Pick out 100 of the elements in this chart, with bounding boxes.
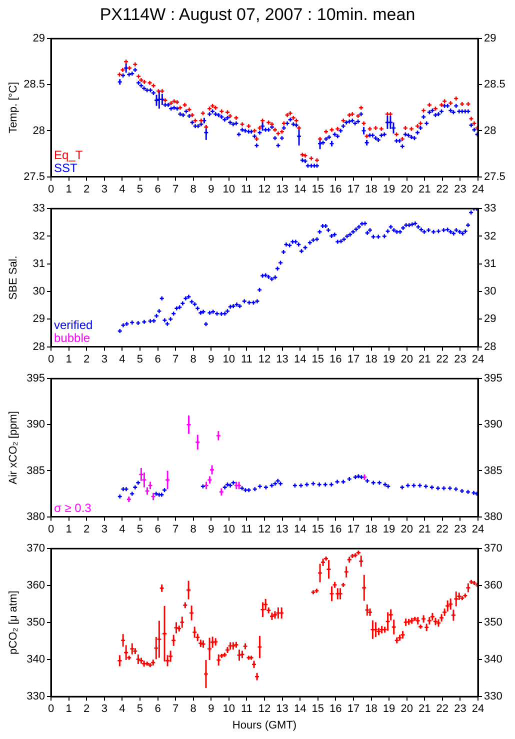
x-tick-label: 23 xyxy=(454,523,466,536)
x-tick-label: 10 xyxy=(222,183,236,196)
x-tick-label: 4 xyxy=(119,523,126,536)
x-tick-label: 0 xyxy=(48,353,54,366)
x-tick-label: 6 xyxy=(154,703,161,716)
x-tick-label: 12 xyxy=(258,703,271,716)
text: verified xyxy=(54,318,93,332)
x-tick-label: 20 xyxy=(400,523,413,536)
x-tick-label: 21 xyxy=(418,183,431,196)
x-tick-label: 23 xyxy=(454,703,466,716)
y2-tick-label: 28.5 xyxy=(484,78,506,91)
x-tick-label: 17 xyxy=(347,353,360,366)
y2-tick-label: 28 xyxy=(484,124,496,137)
x-tick-label: 9 xyxy=(208,523,214,536)
text: σ ≥ 0.3 xyxy=(54,500,92,515)
x-tick-label: 5 xyxy=(136,703,144,716)
x-tick-label: 12 xyxy=(258,523,271,536)
x-tick-label: 11 xyxy=(240,703,252,716)
x-tick-label: 22 xyxy=(436,183,449,196)
x-tick-label: 3 xyxy=(101,703,108,716)
x-tick-label: 17 xyxy=(347,183,360,196)
x-tick-label: 1 xyxy=(66,353,72,366)
text: Eq_T xyxy=(54,148,84,162)
x-tick-label: 8 xyxy=(190,353,196,366)
y2-tick-label: 330 xyxy=(484,690,502,703)
y-tick-label: 395 xyxy=(26,372,45,385)
x-tick-label: 8 xyxy=(190,523,196,536)
x-tick-label: 24 xyxy=(472,183,484,196)
x-tick-label: 20 xyxy=(400,183,413,196)
y-tick-label: 28.5 xyxy=(24,78,45,91)
x-tick-label: 23 xyxy=(454,183,466,196)
x-tick-label: 9 xyxy=(208,183,214,196)
y-tick-label: 350 xyxy=(26,616,45,629)
y-tick-label: 29 xyxy=(32,32,45,45)
y2-tick-label: 360 xyxy=(484,580,502,592)
x-tick-label: 0 xyxy=(48,523,54,536)
x-tick-label: 1 xyxy=(66,703,72,716)
x-tick-label: 14 xyxy=(294,703,306,716)
x-tick-label: 10 xyxy=(222,523,236,536)
x-tick-label: 17 xyxy=(347,523,360,536)
y2-tick-label: 395 xyxy=(484,372,502,385)
x-tick-label: 10 xyxy=(222,353,236,366)
y2-tick-label: 28 xyxy=(484,340,496,353)
x-tick-label: 11 xyxy=(240,353,252,366)
x-tick-label: 11 xyxy=(240,523,252,536)
x-tick-label: 19 xyxy=(382,353,396,366)
y2-tick-label: 29 xyxy=(484,313,496,326)
x-tick-label: 5 xyxy=(136,353,144,366)
x-tick-label: 8 xyxy=(190,183,196,196)
x-tick-label: 13 xyxy=(276,523,288,536)
x-tick-label: 6 xyxy=(154,353,161,366)
x-tick-label: 13 xyxy=(276,703,288,716)
x-tick-label: 21 xyxy=(418,523,431,536)
x-tick-label: 4 xyxy=(119,353,126,366)
x-tick-label: 18 xyxy=(365,183,378,196)
y-tick-label: 31 xyxy=(32,258,45,270)
x-tick-label: 23 xyxy=(454,353,466,366)
x-tick-label: 12 xyxy=(258,353,271,366)
y-tick-label: 28 xyxy=(32,124,45,137)
legend-label: bubble xyxy=(54,330,90,345)
y2-tick-label: 370 xyxy=(484,542,502,555)
x-tick-label: 4 xyxy=(119,183,126,196)
x-tick-label: 0 xyxy=(48,183,54,196)
x-tick-label: 3 xyxy=(101,353,108,366)
chart-title: PX114W : August 07, 2007 : 10min. mean xyxy=(98,4,416,26)
x-tick-label: 2 xyxy=(84,183,90,196)
x-tick-label: 5 xyxy=(136,523,144,536)
y2-tick-label: 390 xyxy=(484,418,502,431)
y2-tick-label: 31 xyxy=(484,258,496,270)
x-tick-label: 18 xyxy=(365,703,378,716)
x-tick-label: 8 xyxy=(190,703,196,716)
y-tick-label: 30 xyxy=(32,286,45,298)
x-tick-label: 2 xyxy=(84,703,90,716)
x-tick-label: 10 xyxy=(222,703,236,716)
x-tick-label: 3 xyxy=(101,523,108,536)
x-axis-title: Hours (GMT) xyxy=(232,719,297,732)
y-tick-label: 33 xyxy=(32,202,45,215)
x-tick-label: 15 xyxy=(312,523,324,536)
x-tick-label: 6 xyxy=(154,523,161,536)
x-tick-label: 16 xyxy=(330,703,342,716)
x-tick-label: 12 xyxy=(258,183,271,196)
x-tick-label: 14 xyxy=(294,183,306,196)
y2-tick-label: 32 xyxy=(484,230,496,242)
y2-tick-label: 385 xyxy=(484,464,502,477)
x-tick-label: 14 xyxy=(294,353,306,366)
text: SST xyxy=(54,160,78,175)
x-tick-label: 15 xyxy=(312,353,324,366)
y-tick-label: 27.5 xyxy=(24,170,45,183)
x-tick-label: 16 xyxy=(330,353,342,366)
x-tick-label: 24 xyxy=(472,523,484,536)
x-tick-label: 1 xyxy=(66,183,72,196)
x-tick-label: 13 xyxy=(276,183,288,196)
x-tick-label: 7 xyxy=(172,523,179,536)
y2-tick-label: 33 xyxy=(484,202,496,215)
y-tick-label: 29 xyxy=(32,313,45,326)
x-tick-label: 11 xyxy=(240,183,252,196)
x-tick-label: 14 xyxy=(294,523,306,536)
y2-tick-label: 27.5 xyxy=(484,170,506,183)
x-tick-label: 4 xyxy=(119,703,126,716)
x-tick-label: 21 xyxy=(418,703,431,716)
